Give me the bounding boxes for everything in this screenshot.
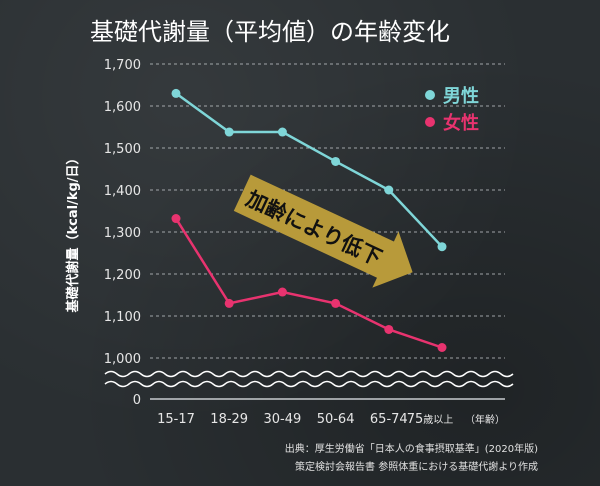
y-tick-label: 1,600 (104, 100, 141, 115)
legend-label-male: 男性 (443, 85, 479, 107)
data-point (437, 242, 447, 252)
y-tick-label: 1,400 (104, 184, 141, 199)
source-line-1: 出典：厚生労働省「日本人の食事摂取基準」(2020年版) (285, 442, 538, 455)
data-point (331, 298, 341, 308)
data-point (384, 185, 394, 195)
y-tick-label: 1,100 (104, 310, 141, 325)
y-axis-label: 基礎代謝量（kcal/kg/日） (65, 151, 81, 313)
trend-annotation: 加齢により低下 (233, 174, 413, 288)
legend-item-male: 男性 (425, 85, 479, 107)
series-line-male (175, 92, 443, 248)
data-point (437, 343, 447, 352)
legend-label-female: 女性 (443, 112, 479, 134)
y-tick-label: 1,000 (104, 352, 141, 367)
data-point (384, 324, 394, 334)
data-point (224, 127, 234, 137)
y-tick-labels: 1,700 1,600 1,500 1,400 1,300 1,200 1,100 1,000… (104, 58, 141, 408)
y-tick-label: 1,500 (104, 142, 141, 157)
legend-marker-female (425, 117, 435, 127)
x-axis-unit-label: （年齢） (465, 413, 505, 426)
y-tick-label: 1,700 (104, 58, 141, 73)
y-tick-label: 1,200 (104, 268, 141, 283)
x-tick-labels: 15-17 18-29 30-49 50-64 65-74 75歳以上 （年齢） (157, 412, 505, 427)
series-line-female (174, 217, 443, 349)
chart-title: 基礎代謝量（平均値）の年齢変化 (90, 18, 450, 46)
series-group (171, 88, 447, 352)
x-tick-label: 50-64 (317, 412, 355, 427)
y-tick-label: 0 (133, 393, 141, 408)
x-tick-label: 75歳以上 (407, 412, 454, 427)
axis-break (104, 370, 514, 388)
legend-marker-male (425, 90, 435, 100)
x-tick-label: 18-29 (210, 412, 248, 427)
data-point (277, 287, 287, 297)
axis-break-wave (104, 380, 514, 388)
data-point (171, 214, 181, 224)
data-point (171, 88, 181, 98)
source-line-2: 策定検討会報告書 参照体重における基礎代謝より作成 (295, 460, 538, 473)
data-point (277, 127, 287, 137)
x-tick-label: 65-74 (370, 412, 408, 427)
trend-arrow-shape (233, 174, 413, 288)
data-point (331, 156, 341, 166)
axis-break-wave (104, 370, 514, 378)
gridlines (150, 63, 505, 400)
y-tick-label: 1,300 (104, 226, 141, 241)
x-tick-label: 30-49 (264, 412, 302, 427)
legend-item-female: 女性 (425, 112, 479, 134)
legend: 男性 女性 (425, 85, 479, 134)
data-point (224, 298, 234, 308)
x-tick-label: 15-17 (157, 412, 195, 427)
